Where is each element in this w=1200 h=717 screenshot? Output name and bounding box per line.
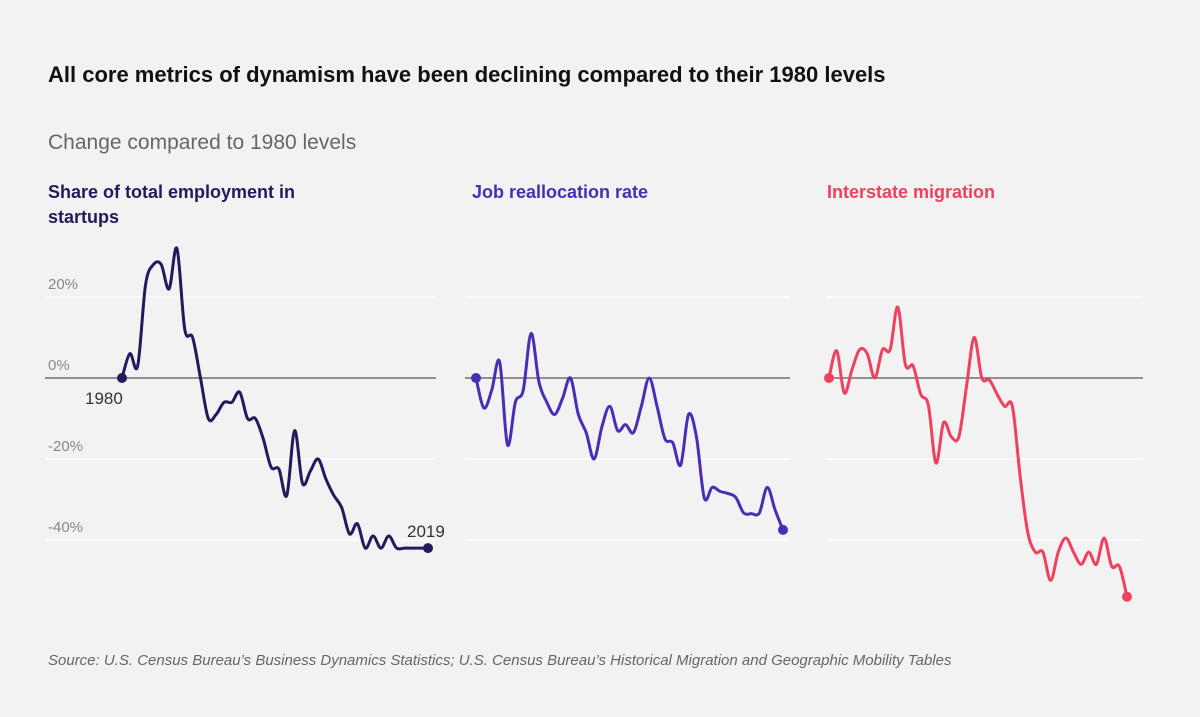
source-note: Source: U.S. Census Bureau’s Business Dy… [48, 652, 952, 669]
series-line [827, 305, 1129, 599]
start-point-marker [471, 373, 481, 383]
panel-title-startups: Share of total employment in startups [48, 182, 296, 227]
end-year-label: 2019 [407, 522, 445, 541]
chart-subtitle: Change compared to 1980 levels [48, 131, 357, 154]
end-point-marker [778, 524, 788, 535]
start-point-marker [824, 373, 834, 383]
end-point-marker [1122, 591, 1132, 602]
y-tick-label: -40% [48, 519, 83, 536]
start-point-marker [117, 373, 127, 383]
series-line [474, 331, 785, 532]
series-line [120, 246, 430, 551]
end-point-marker [423, 543, 433, 554]
start-year-label: 1980 [85, 389, 123, 408]
y-tick-label: 0% [48, 357, 70, 374]
chart-title: All core metrics of dynamism have been d… [48, 62, 886, 87]
panel-title-job-reallocation: Job reallocation rate [472, 182, 649, 202]
y-tick-label: -20% [48, 438, 83, 455]
panel-title-migration: Interstate migration [827, 182, 996, 202]
y-tick-label: 20% [48, 276, 78, 293]
